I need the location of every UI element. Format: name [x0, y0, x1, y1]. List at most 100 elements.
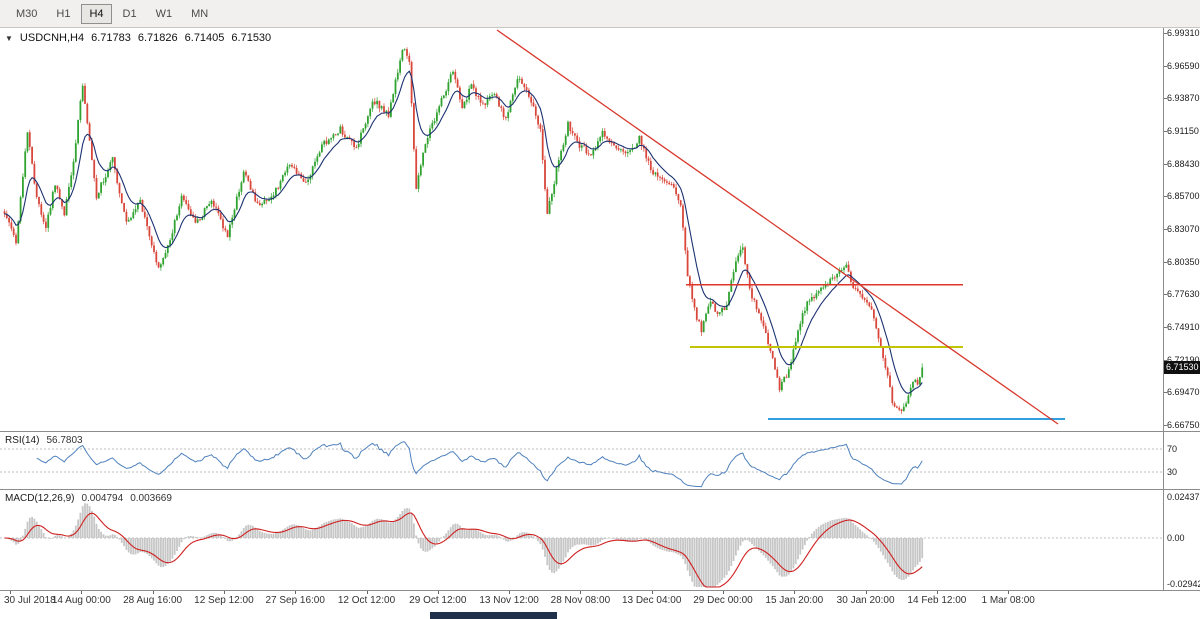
macd-canvas[interactable]: [0, 490, 1163, 590]
price-scale-tick: [1164, 327, 1167, 328]
time-axis-tick: [10, 591, 11, 594]
time-axis-label: 15 Jan 20:00: [765, 595, 824, 606]
descending-trendline[interactable]: [496, 29, 1059, 425]
time-axis-label: 13 Dec 04:00: [621, 595, 682, 606]
price-scale-label: 6.91150: [1167, 126, 1199, 136]
candles: [3, 47, 924, 414]
time-axis-label: 14 Aug 00:00: [51, 595, 111, 606]
macd-panel: MACD(12,26,9) 0.004794 0.003669 0.024372…: [0, 489, 1200, 590]
rsi-panel: RSI(14) 56.7803 70 30: [0, 431, 1200, 489]
time-axis-tick: [936, 591, 938, 594]
high-value: 6.71826: [137, 32, 178, 44]
low-value: 6.71405: [184, 32, 225, 44]
timeframe-w1-button[interactable]: W1: [148, 4, 181, 24]
macd-label: MACD(12,26,9) 0.004794 0.003669: [5, 493, 172, 504]
price-scale-label: 6.99310: [1167, 28, 1200, 38]
price-scale-label: 6.80350: [1167, 256, 1200, 267]
time-axis-tick: [865, 591, 867, 594]
time-axis-label: 30 Jan 20:00: [836, 595, 895, 606]
price-scale-label: 6.77630: [1167, 289, 1200, 300]
macd-scale-label: 0.024372: [1167, 492, 1200, 502]
rsi-scale[interactable]: 70 30: [1163, 432, 1200, 489]
desktop-strip: [0, 610, 1200, 619]
rsi-canvas[interactable]: [0, 432, 1163, 489]
taskbar-fragment: [430, 612, 557, 619]
price-scale-label: 6.93870: [1167, 93, 1200, 104]
time-axis-tick: [651, 591, 653, 594]
macd-signal-value: 0.003669: [130, 493, 172, 504]
price-chart-panel: ▼ USDCNH,H4 6.71783 6.71826 6.71405 6.71…: [0, 28, 1200, 431]
rsi-scale-label: 70: [1167, 444, 1178, 455]
time-axis-tick: [580, 591, 582, 594]
price-scale-tick: [1164, 229, 1167, 230]
time-axis-label: 1 Mar 08:00: [981, 595, 1035, 606]
macd-main-value: 0.004794: [81, 493, 124, 504]
macd-signal-line: [4, 512, 923, 588]
time-axis-label: 28 Nov 08:00: [550, 595, 611, 606]
timeframe-mn-button[interactable]: MN: [183, 4, 216, 24]
chart-title: ▼ USDCNH,H4 6.71783 6.71826 6.71405 6.71…: [5, 32, 271, 44]
ma-line: [4, 70, 923, 394]
time-axis-tick: [223, 591, 225, 594]
time-axis-tick: [1008, 591, 1010, 594]
price-scale-label: 6.72190: [1167, 354, 1200, 365]
price-scale-tick: [1164, 163, 1167, 165]
chart-window: ▼ USDCNH,H4 6.71783 6.71826 6.71405 6.71…: [0, 28, 1200, 610]
time-axis-label: 12 Oct 12:00: [337, 595, 396, 606]
price-scale-label: 6.69470: [1167, 387, 1200, 398]
time-axis-label: 13 Nov 12:00: [479, 595, 539, 606]
price-scale-tick: [1164, 294, 1167, 296]
time-axis-label: 12 Sep 12:00: [194, 595, 254, 606]
macd-name: MACD(12,26,9): [5, 493, 75, 504]
timeframe-toolbar: M30 H1 H4 D1 W1 MN: [0, 0, 1200, 28]
timeframe-d1-button[interactable]: D1: [115, 4, 145, 24]
price-scale-tick: [1164, 359, 1167, 361]
open-value: 6.71783: [91, 32, 131, 44]
price-scale-label: 6.66750: [1167, 420, 1200, 430]
price-scale-tick: [1164, 131, 1167, 132]
time-axis-tick: [152, 591, 154, 594]
price-scale[interactable]: 6.71530 6.99310 6.96590 6.93870 6.91150 6.88…: [1163, 28, 1200, 431]
price-scale-label: 6.85700: [1167, 191, 1200, 202]
price-chart-canvas[interactable]: [0, 28, 1163, 431]
chart-dropdown-arrow-icon[interactable]: ▼: [5, 33, 13, 43]
price-scale-tick: [1164, 425, 1167, 426]
time-axis-label: 29 Oct 12:00: [409, 595, 467, 606]
price-scale-label: 6.96590: [1167, 60, 1200, 71]
price-scale-label: 6.88430: [1167, 158, 1200, 169]
time-axis-label: 28 Aug 16:00: [123, 595, 183, 606]
macd-scale[interactable]: 0.024372 0.00 -0.029423: [1163, 490, 1200, 590]
price-scale-tick: [1164, 392, 1167, 394]
rsi-line: [36, 441, 923, 488]
rsi-label: RSI(14) 56.7803: [5, 435, 83, 446]
price-scale-tick: [1164, 65, 1167, 67]
time-axis-tick: [509, 591, 511, 594]
rsi-scale-label: 30: [1167, 466, 1178, 477]
timeframe-h1-button[interactable]: H1: [48, 4, 78, 24]
price-scale-label: 6.83070: [1167, 224, 1200, 234]
price-scale-tick: [1164, 98, 1167, 100]
time-axis-tick: [81, 591, 83, 594]
timeframe-h4-button[interactable]: H4: [81, 3, 112, 24]
time-axis-label: 29 Dec 00:00: [693, 595, 753, 606]
time-axis-tick: [723, 591, 724, 594]
rsi-name: RSI(14): [5, 435, 40, 446]
macd-scale-label: -0.029423: [1167, 579, 1200, 589]
macd-histogram: [5, 503, 924, 587]
time-axis-label: 30 Jul 2018: [4, 595, 56, 606]
price-scale-tick: [1164, 33, 1167, 34]
time-axis-tick: [366, 591, 368, 594]
timeframe-m30-button[interactable]: M30: [8, 4, 45, 24]
rsi-value: 56.7803: [46, 435, 83, 446]
current-price-badge: 6.71530: [1164, 361, 1200, 374]
time-axis-label: 14 Feb 12:00: [907, 595, 967, 606]
macd-scale-label: 0.00: [1167, 533, 1185, 543]
time-axis-tick: [794, 591, 796, 594]
time-axis[interactable]: 30 Jul 2018 14 Aug 00:00 28 Aug 16:00 12 Se…: [0, 590, 1200, 610]
time-axis-tick: [437, 591, 439, 594]
price-scale-tick: [1164, 261, 1167, 263]
price-scale-label: 6.74910: [1167, 322, 1200, 332]
price-scale-tick: [1164, 196, 1167, 198]
time-axis-label: 27 Sep 16:00: [265, 595, 325, 606]
